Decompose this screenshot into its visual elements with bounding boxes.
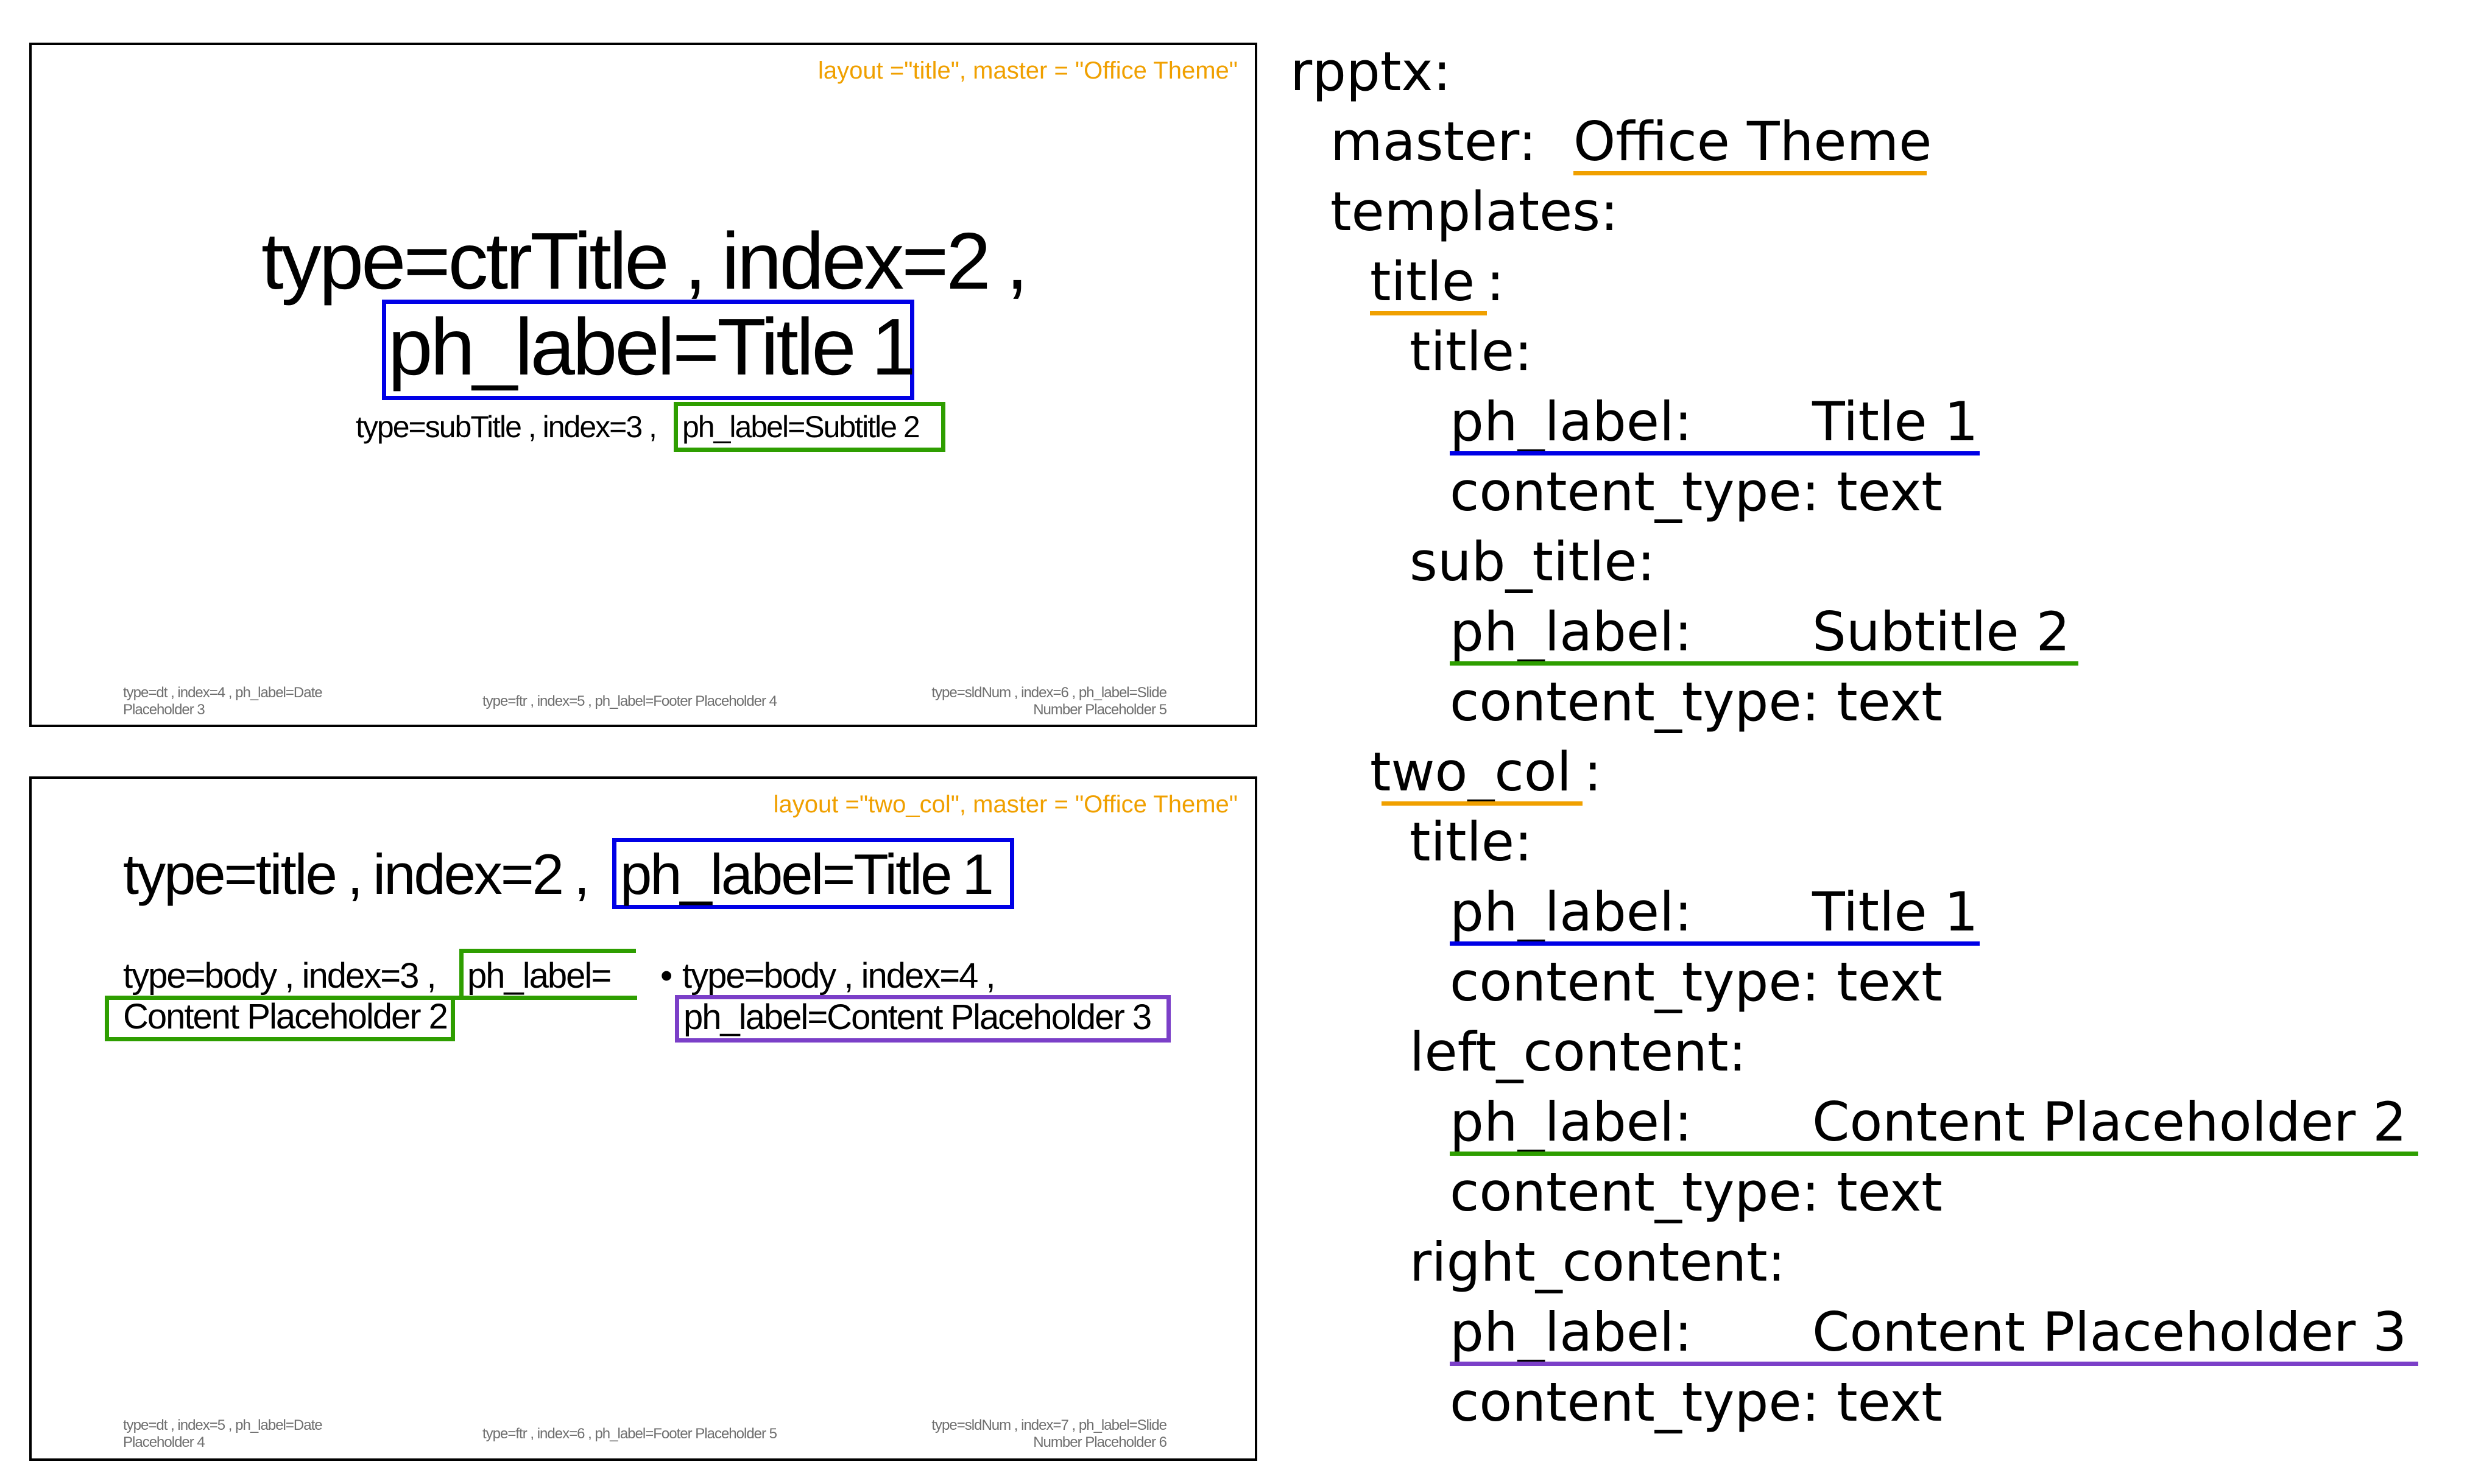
yaml-ph-label-value: Content Placeholder 2	[1812, 1091, 2407, 1153]
footer-date-line: type=dt , index=5 , ph_label=Date	[123, 1417, 323, 1433]
title-label-text: ph_label=Title 1	[388, 302, 916, 392]
title-1-underline	[1450, 451, 1980, 455]
yaml-content-type: content_type: text	[1450, 1371, 1943, 1433]
footer-date-placeholder: type=dt , index=4 , ph_label=Date Placeh…	[123, 684, 323, 719]
yaml-ph-label-value: Title 1	[1812, 390, 1978, 453]
left-body-type-text: type=body , index=3 ,	[123, 956, 437, 996]
left-label-second-line-text: Content Placeholder 2	[123, 997, 448, 1036]
yaml-ph-label-key: ph_label:	[1450, 600, 1693, 663]
yaml-colon: :	[1486, 250, 1505, 313]
yaml-text: rpptx: master: Office Theme templates: t…	[1290, 37, 2478, 1474]
footer-ftr-placeholder: type=ftr , index=6 , ph_label=Footer Pla…	[482, 1426, 777, 1442]
title-1-underline	[1450, 941, 1980, 946]
yaml-config-panel: rpptx: master: Office Theme templates: t…	[1290, 37, 2478, 1474]
left-label-mid-border	[105, 996, 637, 1000]
yaml-left-content-key: left_content:	[1410, 1021, 1747, 1083]
footer-sldnum-placeholder: type=sldNum , index=7 , ph_label=Slide N…	[931, 1417, 1167, 1451]
left-label-top-border	[459, 949, 636, 953]
subtitle-label-box	[674, 402, 945, 452]
footer-date-line: type=dt , index=4 , ph_label=Date	[123, 684, 323, 701]
title-layout-underline	[1370, 311, 1487, 315]
right-body-type-text: type=body , index=4 ,	[682, 956, 996, 996]
footer-sldnum-line: Number Placeholder 5	[1033, 702, 1167, 718]
slide-two-col-layout: layout ="two_col", master = "Office Them…	[29, 776, 1257, 1461]
yaml-ph-label-value: Content Placeholder 3	[1812, 1301, 2407, 1363]
left-label-left-border	[459, 949, 464, 996]
footer-date-placeholder: type=dt , index=5 , ph_label=Date Placeh…	[123, 1417, 323, 1451]
footer-ftr-placeholder: type=ftr , index=5 , ph_label=Footer Pla…	[482, 693, 777, 709]
yaml-ph-label-key: ph_label:	[1450, 1301, 1693, 1363]
bullet-icon: •	[660, 956, 673, 996]
yaml-root-key: rpptx:	[1290, 40, 1452, 103]
yaml-title-key: title:	[1410, 811, 1533, 873]
yaml-ph-label-value: Subtitle 2	[1812, 600, 2070, 663]
subtitle-placeholder-type-text: type=subTitle , index=3 ,	[356, 410, 657, 444]
title-label-box	[382, 300, 914, 400]
yaml-content-type: content_type: text	[1450, 1161, 1943, 1223]
yaml-master-value: Office Theme	[1573, 110, 1932, 173]
slide-title-layout: layout ="title", master = "Office Theme"…	[29, 43, 1257, 727]
content-placeholder-3-underline	[1450, 1362, 2418, 1366]
subtitle-2-underline	[1450, 661, 2078, 666]
left-label-text: ph_label=	[467, 956, 612, 996]
footer-date-line: Placeholder 4	[123, 1434, 205, 1451]
yaml-title-key: title:	[1410, 320, 1533, 383]
footer-sldnum-line: type=sldNum , index=7 , ph_label=Slide	[931, 1417, 1167, 1433]
right-label-box	[675, 995, 1171, 1043]
layout-master-note: layout ="two_col", master = "Office Them…	[773, 791, 1238, 818]
yaml-ph-label-key: ph_label:	[1450, 390, 1693, 453]
title-placeholder-type-text: type=title , index=2 ,	[123, 842, 590, 906]
right-label-text: ph_label=Content Placeholder 3	[683, 997, 1152, 1037]
layout-master-note: layout ="title", master = "Office Theme"	[818, 57, 1238, 84]
yaml-master-key: master:	[1330, 110, 1537, 173]
yaml-title-layout-key: title	[1370, 250, 1475, 313]
footer-sldnum-line: type=sldNum , index=6 , ph_label=Slide	[931, 684, 1167, 701]
master-value-underline	[1573, 171, 1927, 175]
left-label-second-line-box	[105, 996, 455, 1041]
title-label-text: ph_label=Title 1	[620, 842, 994, 906]
yaml-ph-label-key: ph_label:	[1450, 881, 1693, 943]
yaml-ph-label-value: Title 1	[1812, 881, 1978, 943]
footer-sldnum-placeholder: type=sldNum , index=6 , ph_label=Slide N…	[931, 684, 1167, 719]
yaml-two-col-layout-key: two_col	[1370, 740, 1572, 803]
footer-date-line: Placeholder 3	[123, 702, 205, 718]
yaml-templates-key: templates:	[1330, 180, 1618, 243]
title-label-box	[612, 838, 1014, 909]
footer-sldnum-line: Number Placeholder 6	[1033, 1434, 1167, 1451]
yaml-content-type: content_type: text	[1450, 670, 1943, 733]
subtitle-label-text: ph_label=Subtitle 2	[682, 410, 920, 444]
yaml-content-type: content_type: text	[1450, 951, 1943, 1013]
yaml-ph-label-key: ph_label:	[1450, 1091, 1693, 1153]
yaml-sub-title-key: sub_title:	[1410, 530, 1656, 593]
yaml-colon: :	[1584, 740, 1602, 803]
title-placeholder-type-text: type=ctrTitle , index=2 ,	[261, 216, 1028, 306]
two-col-layout-underline	[1382, 801, 1583, 806]
yaml-right-content-key: right_content:	[1410, 1231, 1786, 1293]
yaml-content-type: content_type: text	[1450, 460, 1943, 523]
content-placeholder-2-underline	[1450, 1152, 2418, 1156]
